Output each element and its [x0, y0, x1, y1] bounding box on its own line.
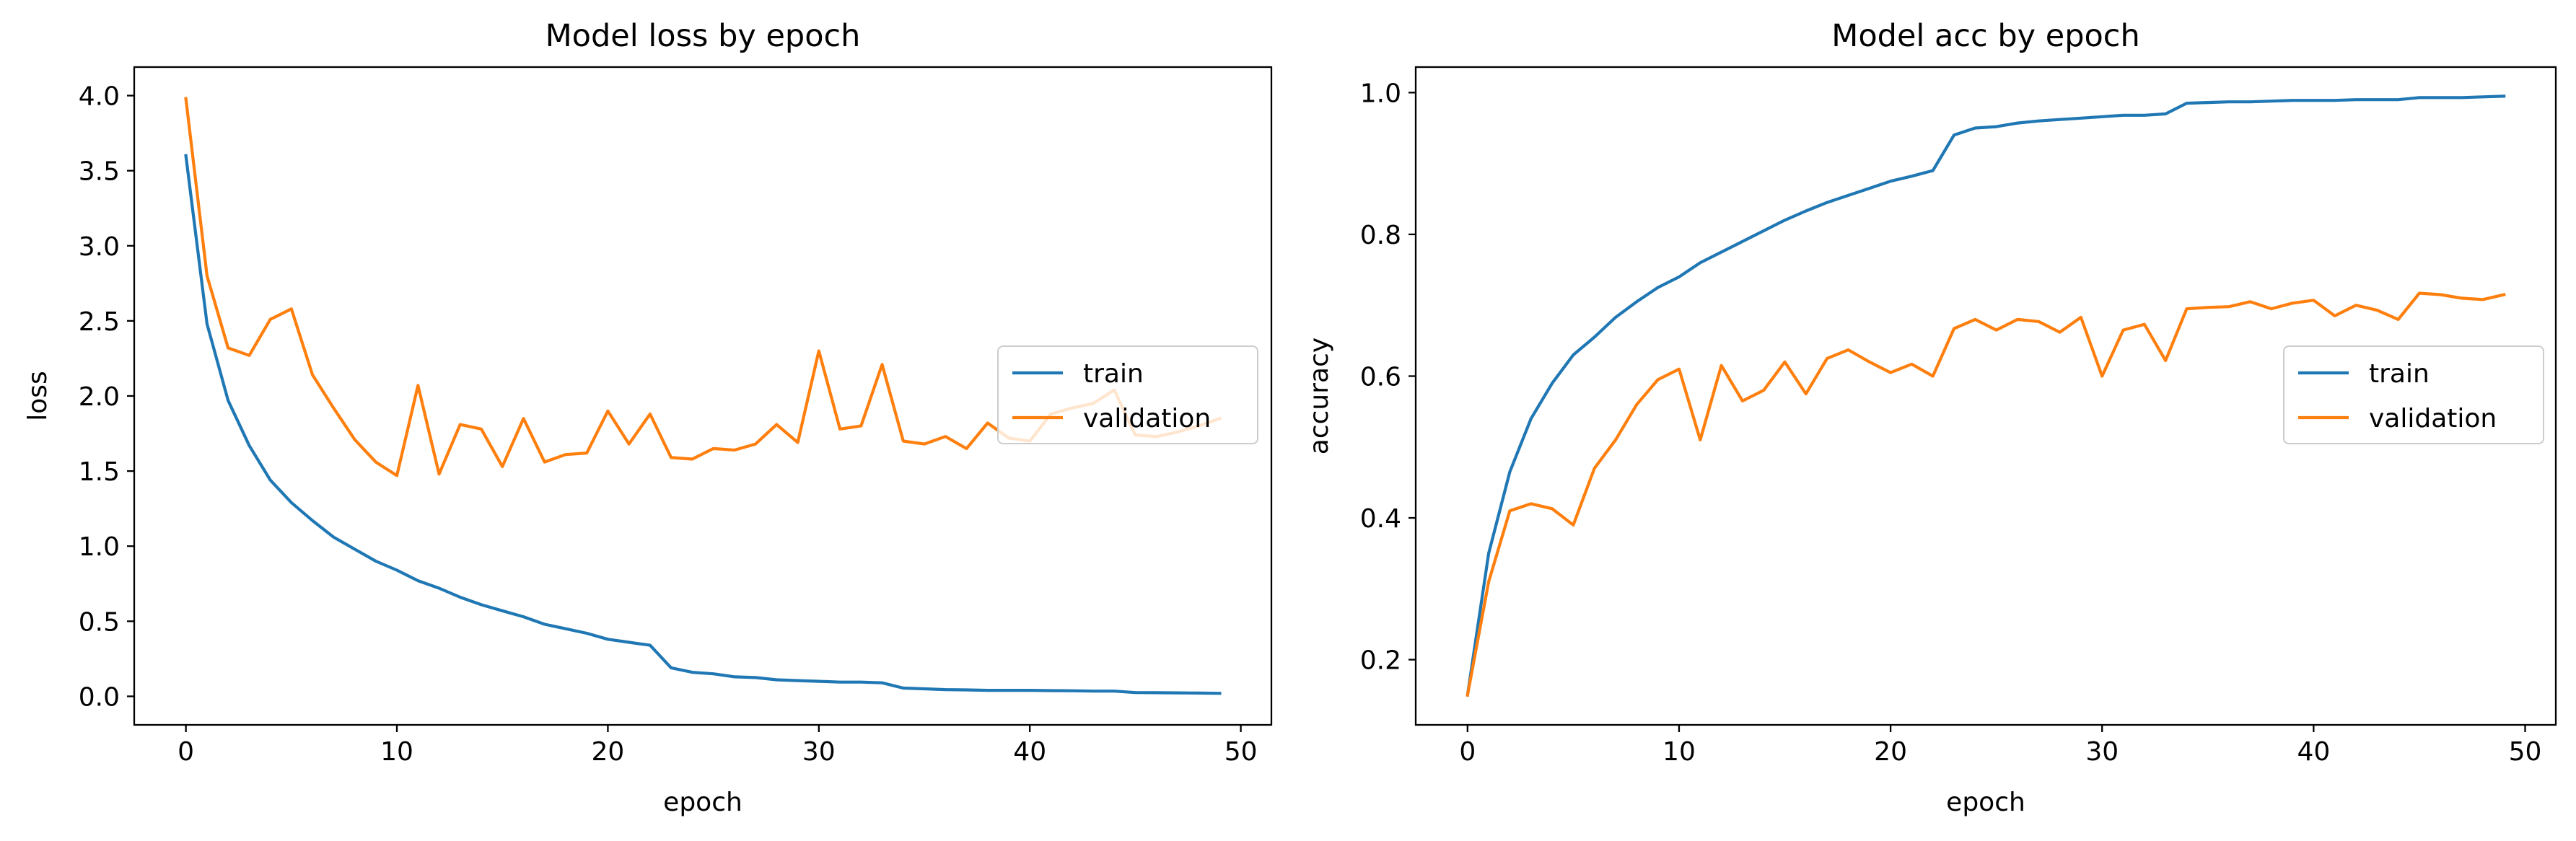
accuracy-chart-title: Model acc by epoch — [1831, 18, 2139, 54]
accuracy-x-tick-label: 40 — [2297, 737, 2330, 767]
accuracy-y-tick-label: 1.0 — [1360, 79, 1401, 108]
accuracy-x-tick-label: 30 — [2085, 737, 2119, 767]
loss-x-tick-label: 20 — [592, 737, 625, 767]
accuracy-validation-line — [1466, 291, 2506, 697]
accuracy-legend: train validation — [2283, 345, 2544, 444]
loss-y-tick-label: 2.5 — [79, 307, 120, 337]
loss-plot-frame — [133, 66, 1273, 726]
loss-x-tick-label: 40 — [1013, 737, 1046, 767]
accuracy-ticks: 0 10 20 30 40 50 0.2 0.4 0.6 0.8 1.0 — [1360, 79, 2542, 767]
accuracy-series-lines — [1466, 94, 2506, 697]
loss-legend-box — [997, 345, 1258, 444]
loss-x-tick-label: 0 — [178, 737, 194, 767]
accuracy-y-axis-label: accuracy — [1305, 338, 1334, 454]
loss-y-tick-label: 1.0 — [79, 532, 120, 562]
loss-x-tick-label: 50 — [1225, 737, 1258, 767]
loss-x-tick-label: 10 — [380, 737, 413, 767]
accuracy-y-tick-label: 0.2 — [1360, 646, 1401, 676]
loss-x-tick-label: 30 — [802, 737, 836, 767]
loss-chart: Model loss by epoch epoch loss 0 10 20 30 40… — [23, 18, 1273, 817]
loss-y-tick-label: 3.5 — [79, 157, 120, 187]
loss-y-tick-label: 3.0 — [79, 232, 120, 262]
loss-y-tick-label: 4.0 — [79, 82, 120, 112]
accuracy-x-tick-label: 50 — [2509, 737, 2542, 767]
accuracy-y-tick-label: 0.6 — [1360, 362, 1401, 392]
accuracy-y-tick-label: 0.4 — [1360, 504, 1401, 534]
loss-legend-train-label: train — [1083, 359, 1144, 389]
accuracy-x-axis-label: epoch — [1946, 788, 2025, 817]
accuracy-y-tick-label: 0.8 — [1360, 221, 1401, 250]
accuracy-x-tick-label: 20 — [1874, 737, 1907, 767]
accuracy-plot-frame — [1414, 66, 2557, 726]
accuracy-train-line — [1466, 94, 2506, 697]
accuracy-x-tick-label: 0 — [1459, 737, 1476, 767]
loss-x-axis-label: epoch — [663, 788, 742, 817]
accuracy-legend-validation-label: validation — [2369, 404, 2497, 433]
loss-y-axis-label: loss — [23, 371, 53, 421]
loss-y-tick-label: 0.0 — [79, 682, 120, 712]
accuracy-x-tick-label: 10 — [1662, 737, 1696, 767]
loss-y-tick-label: 0.5 — [79, 607, 120, 637]
accuracy-legend-box — [2283, 345, 2544, 444]
accuracy-chart: Model acc by epoch epoch accuracy 0 10 20 3… — [1305, 18, 2557, 817]
loss-ticks: 0 10 20 30 40 50 0.0 0.5 1.0 1.5 2.0 2.5 3.0 3.5 4.0 — [79, 82, 1258, 767]
loss-y-tick-label: 2.0 — [79, 382, 120, 412]
loss-chart-title: Model loss by epoch — [546, 18, 861, 54]
loss-train-line — [184, 154, 1222, 695]
loss-legend: train validation — [997, 345, 1258, 444]
accuracy-legend-train-label: train — [2369, 359, 2430, 389]
loss-legend-validation-label: validation — [1083, 404, 1211, 433]
loss-y-tick-label: 1.5 — [79, 457, 120, 487]
